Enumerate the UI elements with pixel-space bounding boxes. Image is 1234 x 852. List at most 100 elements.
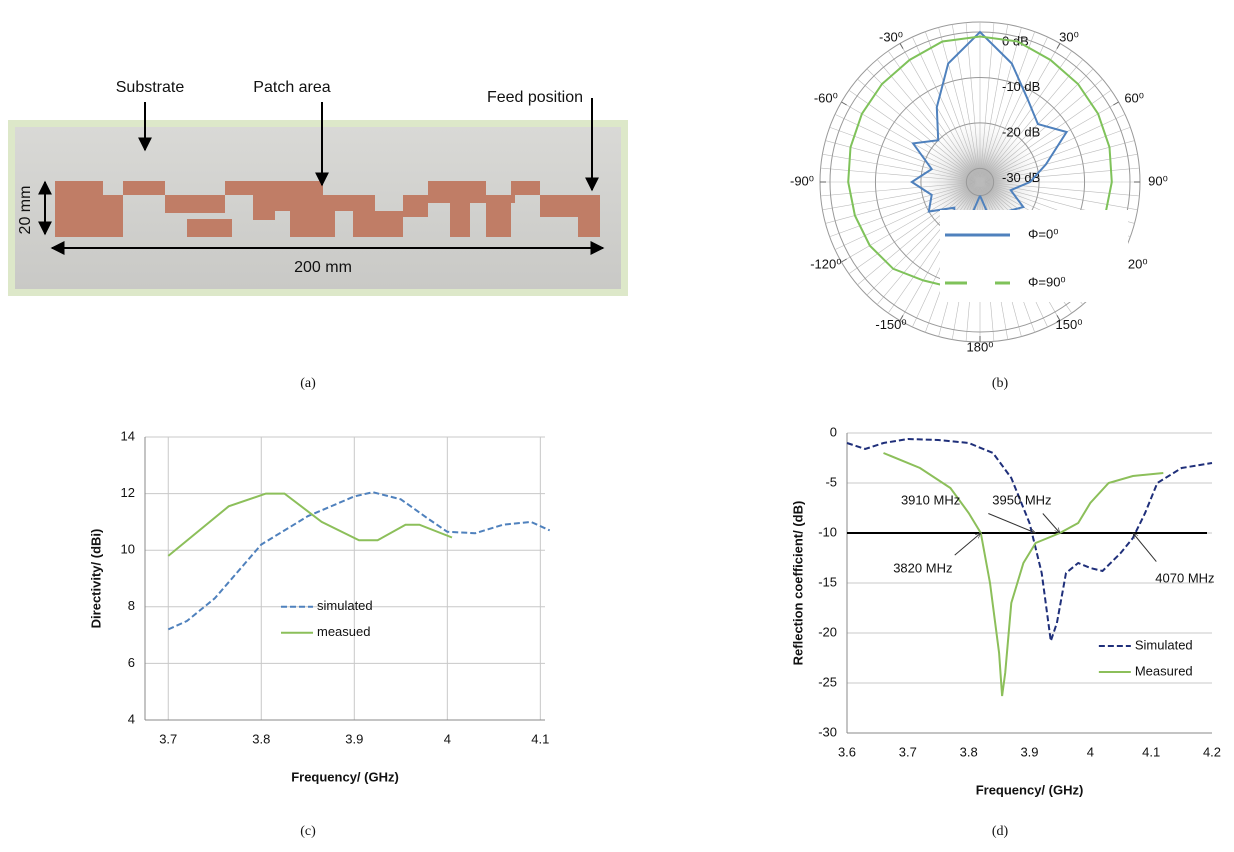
polar-spoke — [924, 31, 981, 183]
angle-tick-label: -30⁰ — [879, 30, 903, 45]
polar-spoke — [979, 114, 1126, 183]
y-tick-label: 12 — [121, 485, 135, 500]
y-tick-label: 0 — [830, 424, 837, 439]
polar-spoke — [979, 24, 1009, 183]
polar-line — [909, 30, 1069, 236]
radial-tick-label: -20 dB — [1002, 124, 1040, 139]
y-tick-label: -5 — [825, 474, 837, 489]
y-axis-title: Reflection coefficient/ (dB) — [790, 501, 805, 666]
patches — [55, 181, 600, 237]
polar-spoke — [822, 153, 981, 183]
x-tick-label: 3.9 — [345, 731, 363, 746]
angle-tick — [1056, 315, 1061, 321]
annotation-label: 4070 MHz — [1155, 570, 1214, 585]
angle-tick — [841, 101, 847, 106]
annotation: Feed position — [487, 89, 583, 106]
polar-spoke — [951, 24, 981, 183]
polar-spoke — [979, 101, 1119, 183]
dimension-label: 200 mm — [294, 259, 352, 276]
annotation-label: 3950 MHz — [992, 492, 1051, 507]
polar-spoke — [938, 27, 981, 183]
polar-spoke — [979, 50, 1073, 183]
angle-tick-label: -120⁰ — [810, 256, 841, 271]
polar-spoke — [912, 36, 981, 183]
y-tick-label: 6 — [128, 655, 135, 670]
annotation: Substrate — [116, 79, 185, 96]
angle-tick — [1113, 101, 1119, 106]
polar-spoke — [965, 22, 981, 183]
angle-tick-label: -90⁰ — [790, 173, 814, 188]
y-tick-label: 14 — [121, 428, 135, 443]
polar-spoke — [820, 181, 981, 197]
polar-spoke — [899, 43, 981, 183]
polar-spoke — [841, 101, 981, 183]
polar-spoke — [979, 68, 1094, 183]
polar-spoke — [857, 78, 981, 183]
angle-tick — [841, 258, 847, 263]
x-tick-label: 4.2 — [1203, 744, 1221, 759]
caption: (d) — [992, 824, 1009, 839]
angle-tick-label: -150⁰ — [875, 317, 906, 332]
x-axis-title: Frequency/ (GHz) — [976, 782, 1084, 797]
series-line — [167, 492, 453, 557]
angle-tick — [1056, 43, 1061, 49]
polar-spoke — [848, 89, 981, 183]
x-tick-label: 4 — [444, 731, 451, 746]
polar-spoke — [822, 181, 981, 211]
polar-spoke — [979, 89, 1112, 183]
y-tick-label: -25 — [818, 674, 837, 689]
polar-spoke — [979, 181, 1138, 211]
polar-spoke — [866, 181, 981, 296]
polar-spoke — [979, 27, 1022, 183]
x-tick-label: 3.7 — [899, 744, 917, 759]
angle-tick — [899, 315, 904, 321]
polar-spoke — [825, 181, 981, 224]
x-tick-label: 3.9 — [1020, 744, 1038, 759]
polar-spoke — [866, 68, 981, 183]
series-line — [883, 452, 1164, 697]
angle-tick-label: 90⁰ — [1148, 173, 1168, 188]
annotation-arrow — [1042, 513, 1060, 534]
annotation-label: 3820 MHz — [893, 560, 952, 575]
polar-spoke — [979, 181, 1140, 197]
x-tick-label: 4.1 — [531, 731, 549, 746]
polar-spoke — [979, 167, 1140, 183]
angle-tick-label: 150⁰ — [1056, 317, 1083, 332]
polar-spoke — [979, 22, 995, 183]
polar-spoke — [834, 114, 981, 183]
polar-spoke — [887, 181, 981, 314]
y-axis-title: Directivity/ (dBi) — [88, 529, 103, 629]
dimension-label: 20 mm — [17, 186, 34, 235]
polar-spoke — [979, 31, 1036, 183]
y-tick-label: -10 — [818, 524, 837, 539]
x-axis-title: Frequency/ (GHz) — [291, 769, 399, 784]
y-tick-label: 4 — [128, 711, 135, 726]
legend-label: Φ=0⁰ — [1028, 226, 1058, 241]
x-tick-label: 4 — [1087, 744, 1094, 759]
y-tick-label: -30 — [818, 724, 837, 739]
angle-tick — [899, 43, 904, 49]
polar-spoke — [979, 36, 1048, 183]
x-tick-label: 3.8 — [960, 744, 978, 759]
polar-spoke — [876, 59, 981, 183]
polar-spoke — [829, 181, 981, 238]
legend-label: measued — [317, 624, 370, 639]
y-tick-label: 8 — [128, 598, 135, 613]
polar-spoke — [979, 59, 1084, 183]
annotation-arrow — [1133, 533, 1157, 562]
annotation-arrow — [988, 513, 1035, 534]
polar-spoke — [887, 50, 981, 183]
legend-label: Measured — [1135, 663, 1193, 678]
series-line — [167, 491, 551, 631]
caption: (c) — [300, 824, 316, 839]
y-tick-label: -20 — [818, 624, 837, 639]
x-tick-label: 3.7 — [159, 731, 177, 746]
x-tick-label: 3.8 — [252, 731, 270, 746]
angle-tick-label: 60⁰ — [1124, 90, 1144, 105]
polar-spoke — [979, 78, 1103, 183]
caption: (a) — [300, 376, 316, 391]
polar-spoke — [876, 181, 981, 305]
polar-spoke — [979, 153, 1138, 183]
polar-spoke — [848, 181, 981, 275]
